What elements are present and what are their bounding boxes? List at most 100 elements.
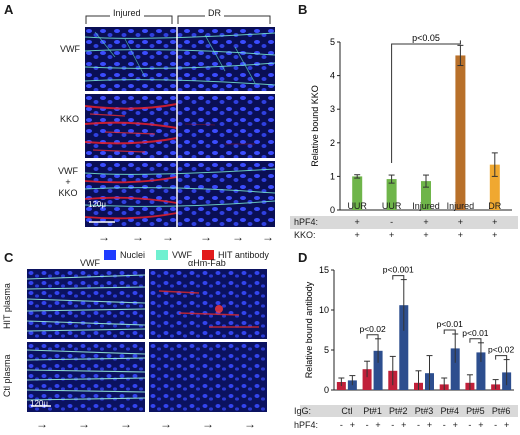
flow-arrow-icon: → (36, 417, 48, 431)
panel-a-label: A (4, 2, 14, 17)
flow-arrow-icon: → (244, 417, 256, 431)
panel-a-vwf-image (84, 26, 276, 92)
panel-a-col-injured: Injured (110, 8, 144, 18)
row-value: + (388, 230, 395, 240)
legend-swatch-hit (202, 250, 214, 260)
panel-a-kko-image (84, 93, 276, 159)
flow-arrow-icon: → (232, 230, 244, 244)
significance-label: p<0.02 (359, 324, 386, 334)
row-value: - (365, 420, 369, 430)
row-value: - (391, 420, 395, 430)
row-value: + (401, 420, 407, 430)
panel-a-row-merge: VWF + KKO (58, 166, 78, 198)
panel-c-ctl-vwf-image (26, 341, 146, 413)
panel-c-hit-ahm-image (148, 268, 268, 340)
row-value: + (426, 420, 433, 430)
y-tick-label: 4 (330, 71, 335, 81)
row-value: + (423, 217, 429, 227)
legend-swatch-nuclei (104, 250, 116, 260)
y-axis-label: Relative bound KKO (310, 85, 320, 167)
bar (476, 352, 486, 390)
x-tick-label: Pt#3 (414, 406, 434, 416)
row-value: + (354, 217, 360, 227)
panel-c-col-vwf: VWF (80, 258, 100, 268)
legend-label-vwf: VWF (172, 250, 192, 260)
bar (489, 164, 500, 210)
bar (421, 181, 431, 210)
x-tick-label: Pt#6 (491, 406, 511, 416)
panel-a-col-dr: DR (205, 8, 224, 18)
x-tick-label: UUR (347, 201, 367, 211)
row-value: - (417, 420, 420, 430)
row-value: + (504, 420, 510, 430)
row-label: hPF4: (294, 420, 319, 430)
panel-c-ctl-ahm-image (148, 341, 268, 413)
panel-c-label: C (4, 250, 14, 265)
row-value: + (375, 420, 381, 430)
significance-label: p<0.02 (488, 345, 515, 355)
panel-b-chart: 0 1 2 3 4 5 Relative bound KKO p<0.05 (310, 33, 512, 214)
row-value: + (349, 420, 355, 430)
panel-a-merge-image (84, 160, 276, 228)
row-value: + (452, 420, 458, 430)
y-tick-label: 0 (330, 205, 335, 214)
significance-label: p<0.05 (412, 33, 440, 43)
bar (455, 55, 466, 210)
flow-arrow-icon: → (78, 417, 90, 431)
bar (347, 380, 357, 390)
row-value: - (442, 420, 446, 430)
y-tick-label: 2 (330, 138, 335, 148)
panel-a-row-kko: KKO (60, 114, 80, 124)
x-tick-label: UUR (381, 201, 402, 211)
row-value: + (457, 230, 464, 240)
row-value: - (494, 420, 498, 430)
flow-arrow-icon: → (200, 230, 212, 244)
significance-label: p<0.001 (383, 265, 414, 275)
significance-label: p<0.01 (462, 328, 489, 338)
row-value: + (457, 217, 464, 227)
panel-d-label: D (298, 250, 308, 265)
flow-arrow-icon: → (160, 417, 172, 431)
panel-b-hpf4-row (290, 216, 518, 229)
row-value: + (423, 230, 429, 240)
flow-arrow-icon: → (98, 230, 110, 244)
row-label: IgG: (294, 406, 312, 416)
x-tick-label: Pt#1 (363, 406, 382, 416)
significance-bracket (443, 329, 456, 334)
legend-label-hit: HIT antibody (218, 250, 269, 260)
y-tick-label: 15 (319, 265, 329, 275)
row-label: KKO: (294, 230, 316, 240)
bar (352, 176, 363, 210)
x-tick-label: Pt#4 (440, 406, 459, 416)
row-value: - (468, 420, 472, 430)
x-tick-label: Pt#5 (466, 406, 485, 416)
significance-bracket (469, 338, 482, 343)
x-tick-label: Injured (412, 201, 440, 211)
x-tick-label: Pt#2 (389, 406, 408, 416)
significance-label: p<0.01 (437, 319, 464, 329)
legend-label-nuclei: Nuclei (120, 250, 146, 260)
flow-arrow-icon: → (262, 230, 274, 244)
bar (399, 305, 409, 390)
x-tick-label: Injured (446, 201, 475, 211)
panel-c-hit-vwf-image (26, 268, 146, 340)
flow-arrow-icon: → (162, 230, 174, 244)
x-tick-label: Ctl (341, 406, 353, 416)
y-tick-label: 5 (330, 37, 335, 47)
panel-d-igg-row (300, 405, 518, 417)
row-value: + (354, 230, 360, 240)
bar (362, 369, 372, 390)
row-value: - (390, 217, 394, 227)
significance-bracket (366, 334, 379, 339)
panel-c-row-hit: HIT plasma (2, 283, 12, 329)
panel-d-chart: 0 5 10 15 Relative bound antibody p<0.02 p<0.0… (304, 265, 515, 395)
flow-arrow-icon: → (132, 230, 144, 244)
x-tick-label: DR (488, 201, 502, 211)
row-value: + (478, 420, 484, 430)
significance-bracket (392, 275, 405, 280)
row-value: + (492, 230, 498, 240)
y-tick-label: 3 (330, 104, 335, 114)
panel-d-condition-rows: IgG: Ctl Pt#1 Pt#2 Pt#3 Pt#4 Pt#5 Pt#6 hPF4: - + - +… (290, 405, 518, 433)
flow-arrow-icon: → (202, 417, 214, 431)
panel-b-categories: UUR UUR Injured Injured DR (290, 201, 518, 213)
